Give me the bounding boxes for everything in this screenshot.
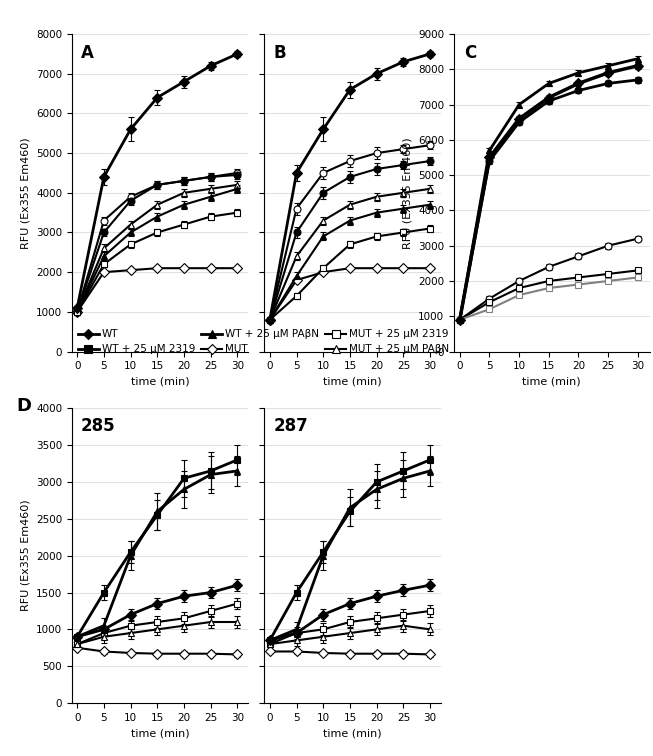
Legend: WT, WT + 25 μM 2319, WT + 25 μM PAβN, MUT, MUT + 25 μM 2319, MUT + 25 μM PAβN: WT, WT + 25 μM 2319, WT + 25 μM PAβN, MU… xyxy=(74,325,454,358)
Text: C: C xyxy=(464,44,476,61)
Y-axis label: RFU (Ex355 Em460): RFU (Ex355 Em460) xyxy=(20,500,30,612)
X-axis label: time (min): time (min) xyxy=(323,728,382,739)
X-axis label: time (min): time (min) xyxy=(323,376,382,387)
X-axis label: time (min): time (min) xyxy=(131,728,189,739)
Text: A: A xyxy=(81,44,93,61)
Text: 285: 285 xyxy=(81,417,116,435)
X-axis label: time (min): time (min) xyxy=(131,376,189,387)
Text: D: D xyxy=(16,397,31,415)
X-axis label: time (min): time (min) xyxy=(522,376,581,387)
Text: B: B xyxy=(273,44,286,61)
Text: 287: 287 xyxy=(273,417,308,435)
Y-axis label: RFU (Ex355 Em460): RFU (Ex355 Em460) xyxy=(402,137,413,249)
Y-axis label: RFU (Ex355 Em460): RFU (Ex355 Em460) xyxy=(20,137,31,249)
